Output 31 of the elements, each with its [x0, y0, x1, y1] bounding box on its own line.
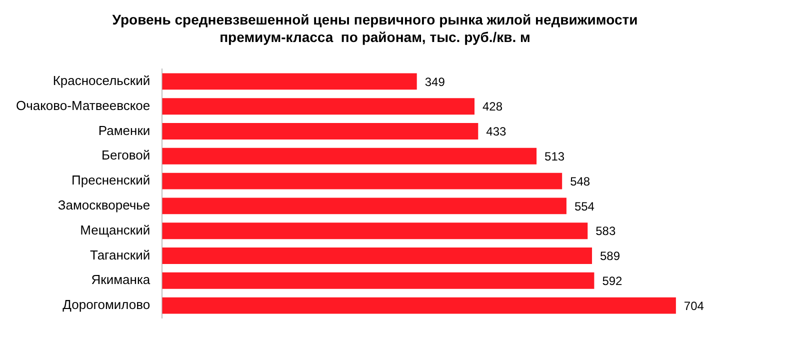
data-label: 428 — [482, 100, 503, 114]
y-tick-label: Очаково-Матвеевское — [16, 98, 150, 113]
data-label: 433 — [486, 124, 507, 139]
bar — [162, 98, 475, 115]
y-tick-label: Красносельский — [52, 73, 150, 88]
y-tick-label: Раменки — [98, 122, 150, 138]
bar — [162, 222, 588, 240]
y-tick-label: Дорогомилово — [62, 297, 150, 312]
bar — [162, 272, 594, 289]
data-label: 349 — [424, 74, 446, 89]
bar — [162, 123, 478, 140]
data-label: 583 — [596, 224, 616, 238]
data-label: 704 — [684, 298, 704, 313]
data-label: 513 — [544, 149, 565, 164]
y-tick-label: Замоскворечье — [58, 198, 150, 213]
data-label: 554 — [574, 199, 595, 214]
y-tick-label: Таганский — [90, 247, 150, 262]
bar — [162, 198, 566, 214]
y-tick-label: Беговой — [101, 148, 150, 163]
bar — [162, 73, 417, 90]
bar — [162, 172, 562, 190]
data-label: 548 — [570, 174, 590, 188]
y-tick-label: Пресненский — [72, 172, 150, 188]
bar — [162, 248, 592, 264]
data-label: 592 — [602, 274, 623, 288]
bar — [162, 148, 537, 164]
chart-title: Уровень средневзвешенной цены первичного рынка жилой недвижимости премиум-класса по районам, тыс. руб./кв. м — [112, 12, 638, 46]
y-tick-label: Якиманка — [91, 272, 151, 288]
y-tick-label: Мещанский — [80, 222, 150, 238]
data-label: 589 — [600, 249, 620, 264]
bar — [162, 297, 676, 314]
